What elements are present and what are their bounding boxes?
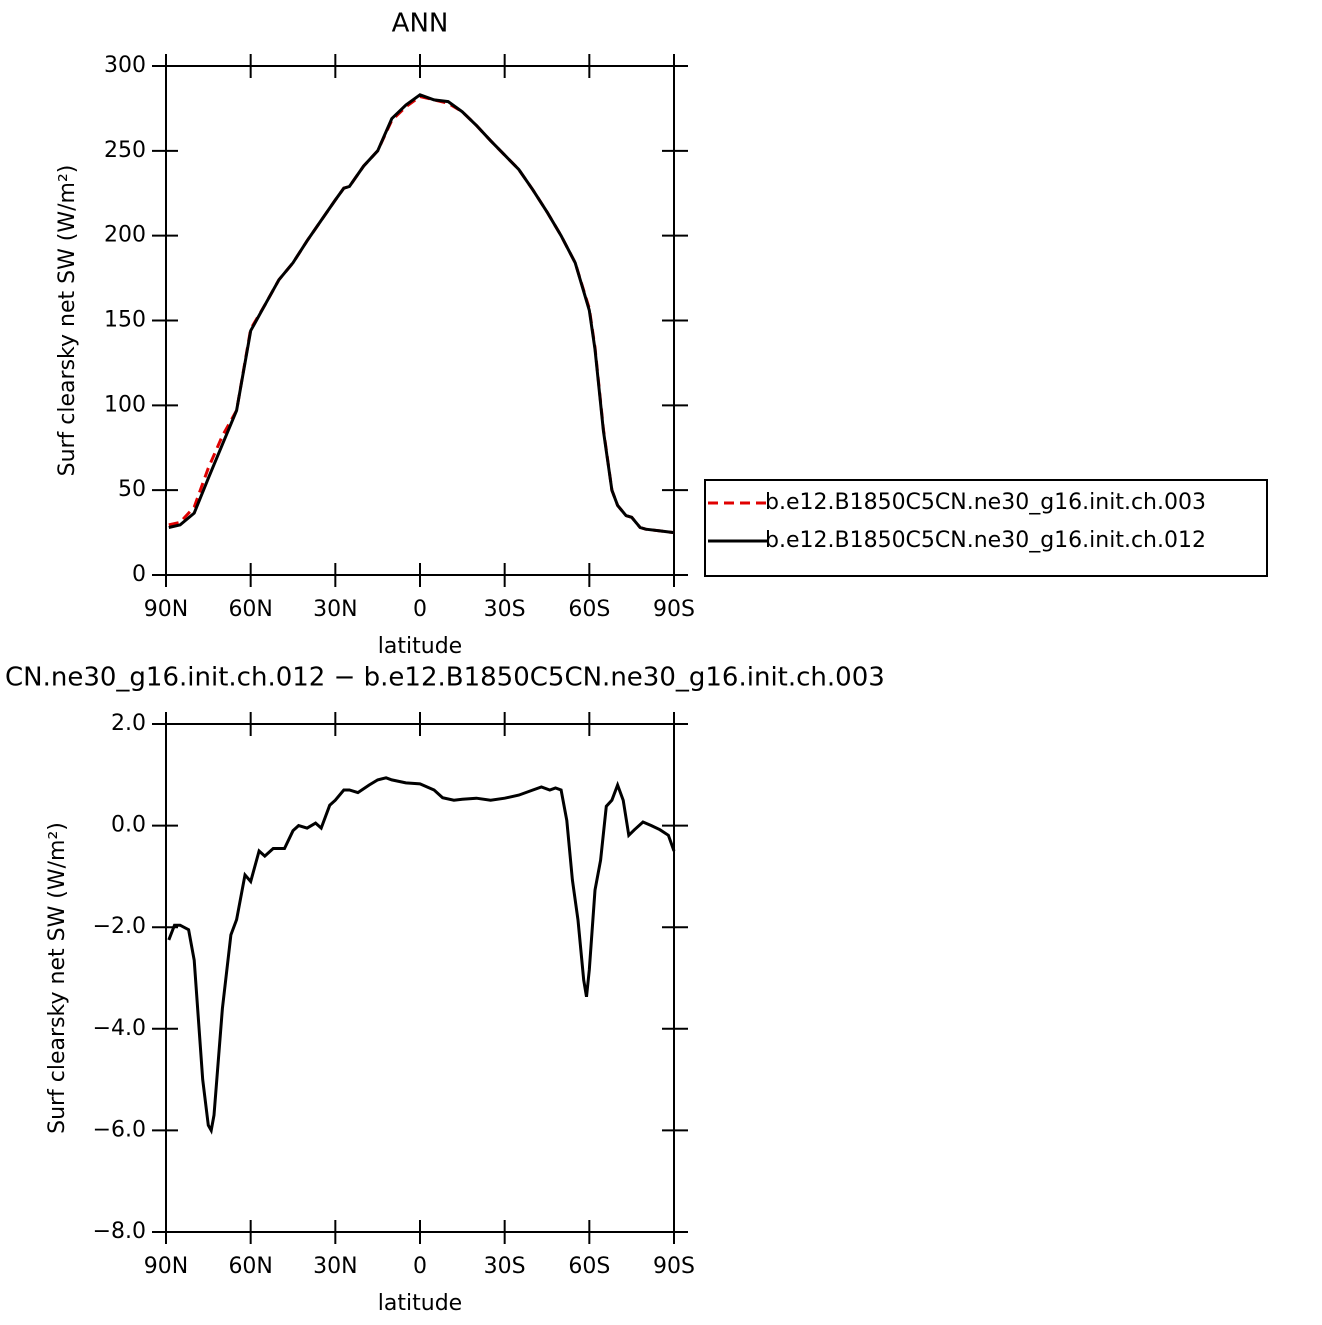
y-tick-label: 50 (118, 477, 146, 502)
x-tick-label: 30S (484, 1254, 526, 1279)
x-axis-label: latitude (378, 1291, 462, 1316)
x-tick-label: 90S (653, 597, 695, 622)
x-tick-label: 30N (313, 597, 357, 622)
y-tick-label: −4.0 (93, 1016, 146, 1041)
x-tick-label: 60N (228, 597, 272, 622)
x-tick-label: 0 (413, 597, 427, 622)
y-tick-label: 200 (104, 223, 146, 248)
chart-title: ANN (392, 9, 449, 39)
y-tick-label: −6.0 (93, 1117, 146, 1142)
x-tick-label: 60S (568, 1254, 610, 1279)
plot-frame (165, 65, 675, 576)
y-tick-label: −2.0 (93, 914, 146, 939)
y-tick-label: 0.0 (111, 813, 146, 838)
y-tick-label: 300 (104, 53, 146, 78)
legend-label: b.e12.B1850C5CN.ne30_g16.init.ch.003 (765, 490, 1206, 515)
x-tick-label: 90S (653, 1254, 695, 1279)
x-axis-label: latitude (378, 634, 462, 659)
x-tick-label: 30N (313, 1254, 357, 1279)
chart-title: CN.ne30_g16.init.ch.012 − b.e12.B1850C5C… (5, 663, 885, 693)
y-tick-label: 2.0 (111, 711, 146, 736)
series-line (168, 94, 675, 535)
y-axis-label: Surf clearsky net SW (W/m²) (45, 822, 70, 1134)
x-tick-label: 60N (228, 1254, 272, 1279)
x-tick-label: 90N (144, 597, 188, 622)
series-line (167, 776, 676, 1135)
x-tick-label: 0 (413, 1254, 427, 1279)
y-tick-label: 100 (104, 392, 146, 417)
series-line (168, 93, 675, 535)
y-axis-label: Surf clearsky net SW (W/m²) (55, 165, 80, 477)
legend-label: b.e12.B1850C5CN.ne30_g16.init.ch.012 (765, 528, 1206, 553)
x-tick-label: 90N (144, 1254, 188, 1279)
plot-frame (165, 723, 675, 1233)
x-tick-label: 30S (484, 597, 526, 622)
y-tick-label: 150 (104, 308, 146, 333)
x-tick-label: 60S (568, 597, 610, 622)
y-tick-label: 250 (104, 138, 146, 163)
y-tick-label: −8.0 (93, 1219, 146, 1244)
y-tick-label: 0 (132, 562, 146, 587)
legend-box (704, 479, 1268, 577)
